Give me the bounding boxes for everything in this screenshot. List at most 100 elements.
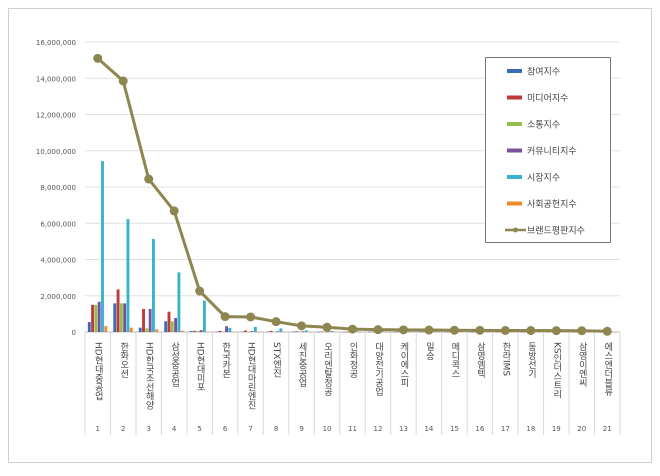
line-point [577, 326, 587, 336]
bar-미디어지수 [142, 308, 145, 332]
y-tick-label: 12,000,000 [36, 112, 76, 120]
bar-소통지수 [145, 328, 149, 332]
x-rank-label: 9 [299, 425, 303, 433]
x-category-label: 한라IMS [500, 342, 510, 376]
bar-미디어지수 [396, 331, 400, 333]
x-category-label: HD현대중공업 [93, 342, 103, 401]
bar-소통지수 [298, 331, 302, 333]
x-category-label: 메디콕스 [449, 342, 459, 378]
line-point [500, 325, 510, 335]
legend-label: 사회공헌지수 [527, 199, 577, 210]
bar-참여지수 [495, 331, 499, 333]
bar-시장지수 [432, 331, 436, 332]
line-point [398, 325, 408, 335]
bar-시장지수 [126, 219, 130, 332]
bar-미디어지수 [218, 330, 222, 332]
bar-사회공헌지수 [129, 327, 133, 332]
bar-커뮤니티지수 [148, 308, 152, 332]
x-category-label: STX엔진 [271, 342, 281, 377]
bar-커뮤니티지수 [97, 301, 101, 332]
line-point [602, 326, 612, 336]
bar-참여지수 [215, 331, 219, 333]
bar-소통지수 [323, 331, 327, 333]
x-rank-label: 3 [146, 425, 150, 433]
line-point [169, 206, 179, 216]
line-point [297, 321, 307, 331]
bar-참여지수 [317, 331, 321, 333]
bar-시장지수 [228, 328, 232, 332]
bar-사회공헌지수 [231, 331, 235, 333]
x-category-label: HD한국조선해양 [144, 342, 154, 410]
bar-미디어지수 [193, 330, 196, 332]
x-rank-label: 20 [577, 425, 586, 433]
bar-사회공헌지수 [613, 331, 617, 333]
bar-사회공헌지수 [486, 331, 490, 333]
bar-미디어지수 [422, 331, 426, 333]
bar-시장지수 [610, 331, 614, 333]
legend-label: 브랜드평판지수 [527, 226, 585, 237]
bar-사회공헌지수 [155, 329, 159, 332]
bar-커뮤니티지수 [123, 303, 127, 332]
bar-소통지수 [170, 321, 174, 332]
bar-미디어지수 [91, 304, 95, 332]
x-rank-label: 2 [121, 425, 125, 433]
bar-시장지수 [202, 300, 206, 332]
bar-참여지수 [138, 327, 142, 332]
bar-소통지수 [119, 303, 123, 332]
line-point [93, 53, 103, 63]
x-category-label: 케이에스피 [398, 342, 408, 388]
x-rank-label: 8 [274, 425, 278, 433]
x-rank-label: 21 [603, 425, 612, 433]
bar-커뮤니티지수 [174, 318, 178, 332]
bar-커뮤니티지수 [276, 331, 279, 332]
legend-swatch [507, 201, 522, 206]
line-point [246, 312, 256, 322]
bar-미디어지수 [167, 311, 171, 332]
bar-사회공헌지수 [435, 331, 439, 333]
y-tick-label: 0 [72, 329, 76, 337]
legend-swatch [507, 148, 522, 153]
bar-시장지수 [304, 330, 308, 332]
bar-미디어지수 [473, 331, 477, 333]
bar-참여지수 [368, 331, 371, 333]
bar-미디어지수 [243, 330, 247, 332]
bar-시장지수 [381, 331, 385, 332]
x-category-label: KS인더스트리 [551, 342, 561, 400]
x-rank-label: 10 [323, 425, 332, 433]
x-category-label: HD현대마린엔진 [246, 342, 256, 410]
x-rank-label: 15 [450, 425, 459, 433]
line-point [118, 76, 128, 86]
line-point [144, 174, 154, 184]
x-rank-label: 6 [223, 425, 228, 433]
bar-사회공헌지수 [537, 331, 541, 333]
bar-참여지수 [240, 331, 244, 333]
bar-시장지수 [151, 239, 155, 332]
bar-참여지수 [291, 331, 295, 333]
line-point [449, 325, 459, 335]
x-category-label: 오리엔탈정공 [322, 342, 332, 396]
bar-커뮤니티지수 [327, 331, 330, 332]
bar-시장지수 [330, 330, 334, 332]
line-point [348, 324, 357, 334]
x-category-label: 일승 [424, 342, 434, 360]
x-rank-label: 1 [96, 425, 100, 433]
y-tick-label: 6,000,000 [40, 220, 76, 228]
bar-참여지수 [113, 303, 117, 332]
y-tick-label: 16,000,000 [36, 39, 76, 47]
x-category-label: 인화정공 [348, 342, 358, 378]
legend-label: 소통지수 [527, 120, 560, 131]
bar-참여지수 [164, 321, 168, 332]
bar-커뮤니티지수 [199, 330, 203, 332]
y-tick-label: 2,000,000 [40, 293, 76, 301]
bar-참여지수 [520, 331, 524, 333]
y-tick-label: 4,000,000 [40, 257, 76, 265]
x-rank-label: 5 [197, 425, 201, 433]
line-point [220, 312, 230, 322]
bar-사회공헌지수 [461, 331, 464, 333]
legend-label: 참여지수 [527, 66, 560, 78]
bar-소통지수 [247, 331, 251, 333]
line-point [424, 325, 434, 335]
bar-소통지수 [196, 331, 200, 332]
bar-시장지수 [355, 331, 359, 332]
